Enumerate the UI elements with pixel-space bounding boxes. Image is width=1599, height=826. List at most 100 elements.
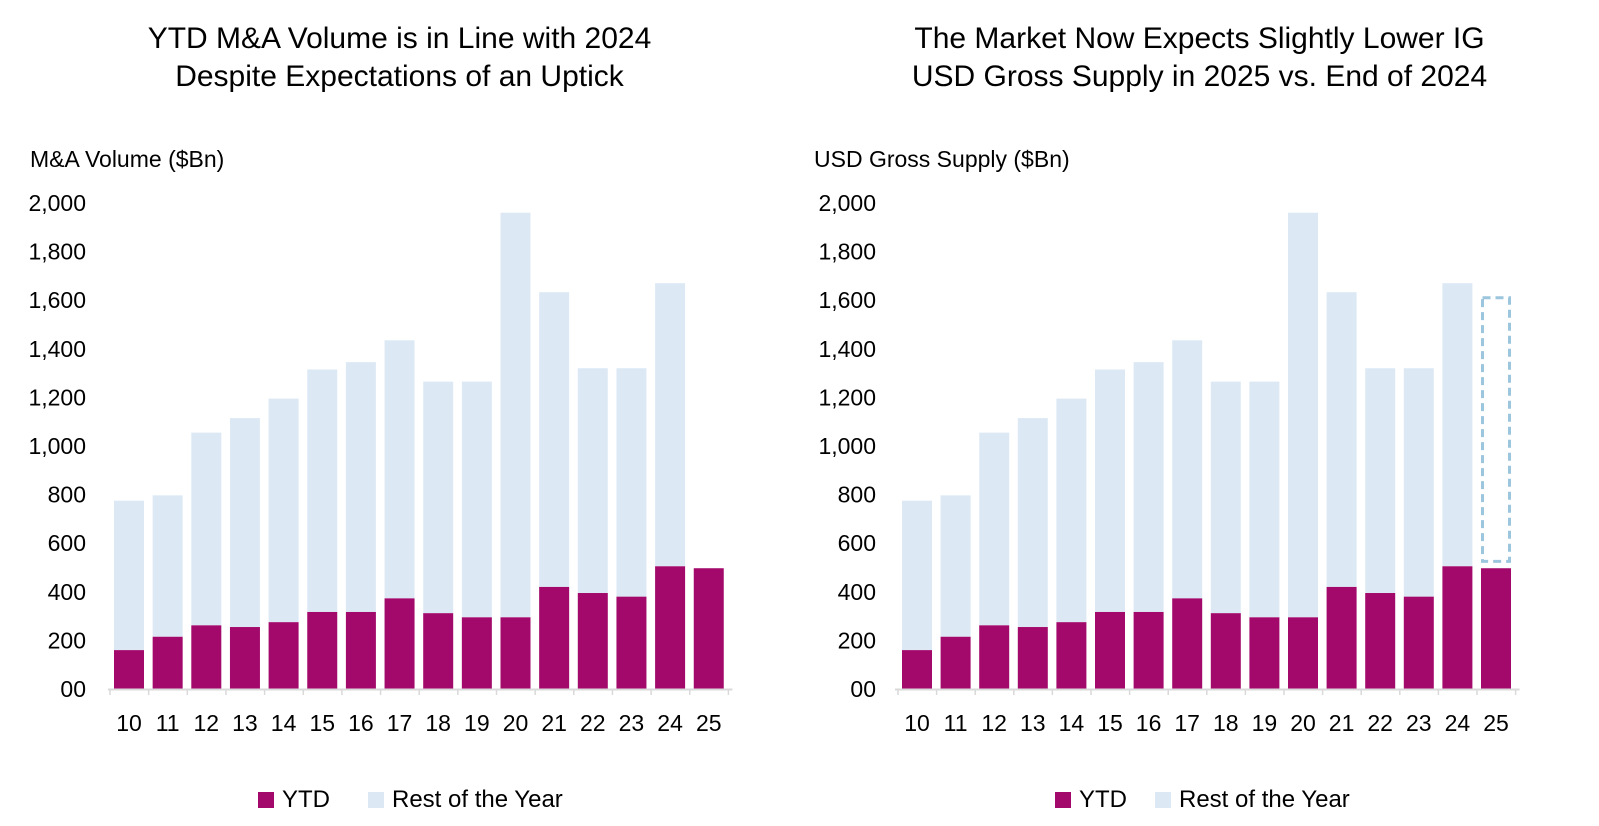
bar-rest-of-year	[1442, 283, 1473, 567]
bar-ytd	[461, 617, 492, 689]
x-tick-label: 15	[1097, 710, 1123, 736]
x-tick-label: 24	[657, 710, 683, 736]
bar-rest-of-year	[1326, 292, 1357, 587]
x-tick-label: 16	[1136, 710, 1162, 736]
chart-panel-ma-volume: YTD M&A Volume is in Line with 2024 Desp…	[0, 0, 799, 826]
x-tick-label: 20	[1290, 710, 1316, 736]
bar-rest-of-year	[539, 292, 570, 587]
bar-ytd	[114, 650, 144, 689]
bar-rest-of-year	[500, 212, 531, 618]
x-tick-label: 17	[1174, 710, 1200, 736]
bar-ytd	[1403, 596, 1434, 689]
usd-gross-supply-bar-chart: 00 200 400 600 800 1,000 1,200 1,400 1,600 1,800 2…	[818, 190, 1520, 736]
x-tick-label: 19	[1252, 710, 1278, 736]
bar-ytd	[1442, 566, 1473, 689]
x-tick-label: 10	[116, 710, 142, 736]
y-tick-label: 600	[48, 530, 86, 556]
bar-rest-of-year	[1133, 362, 1164, 612]
legend-item-ytd: YTD	[258, 786, 330, 814]
legend-label-rest: Rest of the Year	[1179, 786, 1350, 813]
bar-ytd	[1210, 613, 1241, 689]
x-tick-label: 11	[944, 710, 968, 736]
x-tick-label: 18	[425, 710, 451, 736]
bar-rest-of-year	[979, 432, 1010, 626]
bar-ytd	[1172, 598, 1203, 689]
x-tick-label: 16	[348, 710, 374, 736]
chart-panel-usd-gross-supply: The Market Now Expects Slightly Lower IG…	[800, 0, 1599, 826]
x-tick-label: 18	[1213, 710, 1239, 736]
y-tick-label: 1,800	[28, 239, 86, 265]
legend-label-rest: Rest of the Year	[392, 786, 563, 813]
chart-title-line-1: The Market Now Expects Slightly Lower IG	[914, 22, 1485, 55]
x-tick-label: 14	[1059, 710, 1085, 736]
bar-rest-of-year	[1017, 418, 1048, 628]
x-tick-label: 11	[156, 710, 180, 736]
bar-rest-of-year	[1172, 340, 1203, 599]
bar-ytd	[1095, 611, 1125, 689]
y-tick-label: 600	[838, 530, 876, 556]
x-tick-label: 23	[619, 710, 645, 736]
bar-rest-of-year	[152, 495, 183, 637]
x-tick-label: 21	[541, 710, 567, 736]
bar-ytd	[616, 596, 647, 689]
bar-rest-of-year	[616, 368, 647, 597]
chart-title-line-1: YTD M&A Volume is in Line with 2024	[147, 22, 652, 55]
bar-rest-of-year	[1056, 398, 1087, 623]
x-tick-label: 13	[1020, 710, 1046, 736]
y-tick-label: 200	[838, 627, 876, 653]
y-tick-label: 400	[48, 579, 86, 605]
y-tick-label: 1,600	[818, 287, 876, 313]
legend-swatch-rest	[1155, 792, 1171, 808]
x-tick-label: 14	[271, 710, 297, 736]
bar-ytd	[940, 636, 971, 689]
bar-rest-of-year	[1210, 381, 1241, 614]
bar-ytd	[500, 617, 531, 689]
bar-ytd	[1481, 568, 1511, 689]
y-tick-label: 2,000	[28, 190, 86, 216]
bar-rest-of-year	[1249, 381, 1280, 618]
chart-title-line-2: Despite Expectations of an Uptick	[175, 60, 624, 93]
x-tick-label: 17	[387, 710, 413, 736]
bar-rest-of-year	[940, 495, 971, 637]
bar-ytd	[979, 625, 1010, 689]
chart-title: YTD M&A Volume is in Line with 2024 Desp…	[0, 20, 799, 96]
y-tick-label: 800	[838, 482, 876, 508]
bar-ytd	[384, 598, 415, 689]
y-tick-label: 00	[850, 676, 876, 702]
expected-2025-outline	[1481, 296, 1511, 563]
bar-ytd	[577, 593, 608, 689]
x-tick-label: 21	[1329, 710, 1355, 736]
bar-rest-of-year	[114, 500, 144, 651]
x-tick-label: 19	[464, 710, 490, 736]
legend-item-rest: Rest of the Year	[1155, 786, 1350, 814]
bar-rest-of-year	[1403, 368, 1434, 597]
y-tick-label: 2,000	[818, 190, 876, 216]
y-tick-label: 1,000	[28, 433, 86, 459]
bar-rest-of-year	[423, 381, 454, 614]
y-tick-label: 1,200	[28, 384, 86, 410]
legend-label-ytd: YTD	[282, 786, 330, 813]
x-tick-label: 12	[981, 710, 1007, 736]
bar-ytd	[1326, 586, 1357, 689]
bar-ytd	[693, 568, 724, 689]
bar-rest-of-year	[268, 398, 299, 623]
x-tick-label: 25	[696, 710, 722, 736]
y-tick-label: 200	[48, 627, 86, 653]
legend-swatch-rest	[368, 792, 384, 808]
bar-ytd	[1017, 627, 1048, 689]
bar-rest-of-year	[577, 368, 608, 594]
legend-swatch-ytd	[258, 792, 274, 808]
ma-volume-bar-chart: 00 200 400 600 800 1,000 1,200 1,400 1,600 1,800 2…	[28, 190, 733, 736]
bar-rest-of-year	[345, 362, 376, 612]
bar-rest-of-year	[1365, 368, 1396, 594]
bar-ytd	[1056, 622, 1087, 689]
x-tick-label: 23	[1406, 710, 1432, 736]
bar-rest-of-year	[307, 369, 338, 612]
y-tick-label: 1,400	[818, 336, 876, 362]
bar-ytd	[902, 650, 932, 689]
x-tick-label: 10	[904, 710, 930, 736]
bar-rest-of-year	[902, 500, 932, 651]
y-tick-label: 1,800	[818, 239, 876, 265]
y-tick-label: 1,400	[28, 336, 86, 362]
x-tick-label: 22	[1367, 710, 1393, 736]
